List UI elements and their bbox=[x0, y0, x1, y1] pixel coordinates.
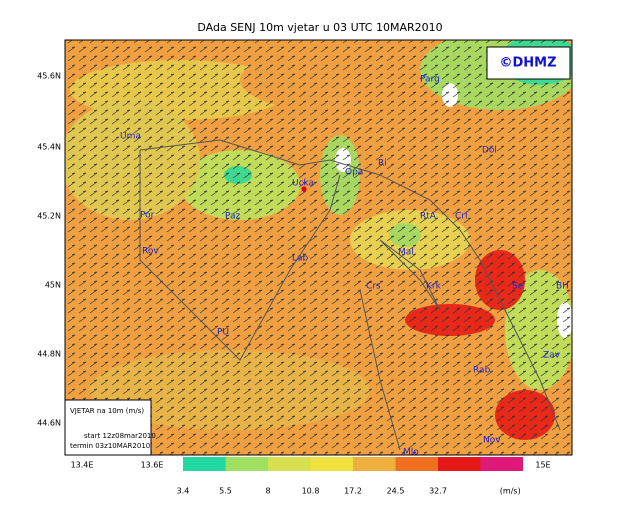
lat-label: 45.6N bbox=[37, 72, 61, 81]
lat-label: 45N bbox=[45, 281, 61, 290]
title: DAda SENJ 10m vjetar u 03 UTC 10MAR2010 bbox=[197, 21, 442, 34]
colorbar-label: 3.4 bbox=[177, 487, 190, 496]
place-label: Paz bbox=[225, 212, 241, 222]
colorbar-label: 8 bbox=[265, 487, 270, 496]
lat-label: 45.4N bbox=[37, 143, 61, 152]
field bbox=[65, 40, 572, 455]
place-label: Dol bbox=[482, 146, 497, 156]
place-label: Krk bbox=[426, 282, 442, 292]
place-label: PU bbox=[217, 328, 229, 338]
lat-label: 44.6N bbox=[37, 419, 61, 428]
colorbar-swatch bbox=[395, 457, 438, 471]
legend-start: start 12z08mar2010 bbox=[84, 432, 156, 440]
lat-label: 44.8N bbox=[37, 350, 61, 359]
lon-label: 13.4E bbox=[71, 461, 94, 470]
colorbar-swatch bbox=[480, 457, 523, 471]
place-label: Opa bbox=[345, 168, 363, 178]
colorbar-unit: (m/s) bbox=[500, 487, 521, 496]
legend-termin: termin 03z10MAR2010 bbox=[70, 442, 150, 450]
colorbar-swatch bbox=[353, 457, 396, 471]
place-label: Ri bbox=[378, 159, 387, 169]
place-label: Mal bbox=[398, 248, 414, 258]
place-label: Rov bbox=[142, 247, 159, 257]
place-label: Crl bbox=[455, 212, 468, 222]
place-label: Crs bbox=[366, 282, 381, 292]
lon-label: 13.6E bbox=[141, 461, 164, 470]
colorbar-swatch bbox=[310, 457, 353, 471]
labels: 45.6N45.4N45.2N45N44.8N44.6N13.4E13.6E13… bbox=[37, 72, 569, 496]
colorbar-swatch bbox=[183, 457, 226, 471]
frame bbox=[64, 39, 573, 456]
lat-label: 45.2N bbox=[37, 212, 61, 221]
place-label: Ucka bbox=[292, 179, 314, 189]
place-label: Rab bbox=[473, 366, 491, 376]
colorbar-label: 5.5 bbox=[219, 487, 232, 496]
place-label: Uma bbox=[120, 132, 141, 142]
colorbar-swatch bbox=[438, 457, 481, 471]
colorbar-swatch bbox=[268, 457, 311, 471]
place-label: Parg bbox=[420, 75, 440, 85]
logo-box bbox=[486, 46, 571, 80]
colorbar-label: 10.8 bbox=[302, 487, 320, 496]
colorbar-swatch bbox=[225, 457, 268, 471]
place-label: RtA bbox=[420, 212, 437, 222]
place-label: Zav bbox=[543, 351, 561, 361]
place-label: Se bbox=[512, 282, 524, 292]
colorbar-label: 32.7 bbox=[429, 487, 447, 496]
place-label: Por bbox=[140, 211, 155, 221]
place-label: Nov bbox=[483, 436, 501, 446]
legend-box bbox=[64, 399, 152, 456]
place-label: Mlo bbox=[403, 448, 419, 458]
place-label: BH bbox=[556, 282, 569, 292]
logo: ©DHMZ bbox=[499, 56, 556, 71]
colorbar-label: 17.2 bbox=[344, 487, 362, 496]
lon-label: 15E bbox=[535, 461, 550, 470]
legend-title: VJETAR na 10m (m/s) bbox=[70, 407, 144, 415]
place-label: Lab bbox=[292, 254, 309, 264]
colorbar-label: 24.5 bbox=[387, 487, 405, 496]
